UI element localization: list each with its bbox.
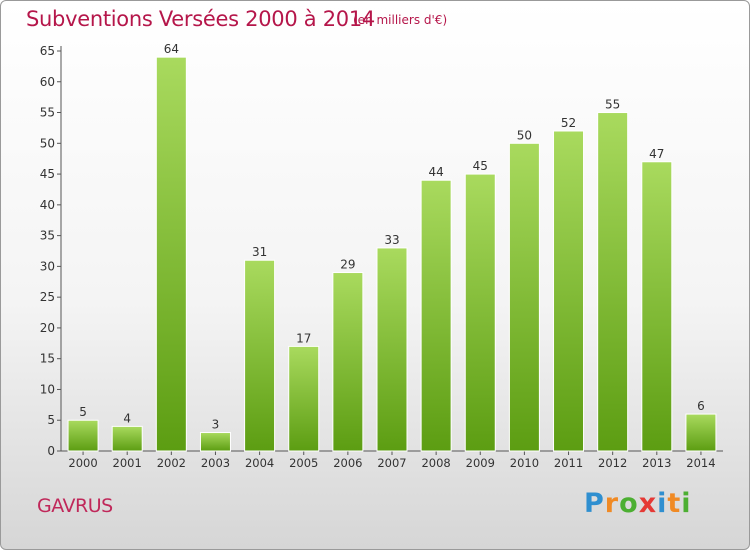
commune-name: GAVRUS bbox=[37, 495, 113, 517]
y-tick-label: 65 bbox=[40, 44, 55, 58]
logo-letter: P bbox=[584, 488, 605, 519]
y-tick-label: 30 bbox=[40, 259, 55, 273]
y-tick-label: 0 bbox=[47, 444, 55, 458]
x-tick-label: 2011 bbox=[554, 456, 583, 470]
x-tick-label: 2010 bbox=[510, 456, 539, 470]
y-tick-label: 35 bbox=[40, 229, 55, 243]
bar bbox=[244, 259, 276, 452]
x-tick-label: 2003 bbox=[201, 456, 230, 470]
x-tick-label: 2006 bbox=[333, 456, 362, 470]
x-tick-label: 2008 bbox=[421, 456, 450, 470]
bar-value-label: 55 bbox=[605, 98, 620, 112]
bar-value-label: 47 bbox=[649, 147, 664, 161]
bar-value-label: 45 bbox=[473, 159, 488, 173]
logo-letter: t bbox=[667, 488, 682, 519]
bar-value-label: 50 bbox=[517, 128, 532, 142]
y-tick-label: 10 bbox=[40, 382, 55, 396]
x-tick-label: 2000 bbox=[68, 456, 97, 470]
bar-value-label: 6 bbox=[697, 399, 705, 413]
bar bbox=[67, 419, 99, 452]
x-tick-label: 2005 bbox=[289, 456, 318, 470]
bar bbox=[553, 130, 585, 452]
logo-letter: r bbox=[604, 488, 620, 519]
logo-letter: i bbox=[681, 488, 692, 519]
bar bbox=[641, 161, 673, 452]
logo-letter: x bbox=[638, 488, 658, 519]
bar-value-label: 4 bbox=[123, 411, 131, 425]
bar-value-label: 52 bbox=[561, 116, 576, 130]
bar bbox=[288, 345, 320, 452]
x-tick-label: 2007 bbox=[377, 456, 406, 470]
bar bbox=[508, 142, 540, 452]
bar-value-label: 33 bbox=[384, 233, 399, 247]
logo-letter: o bbox=[619, 488, 639, 519]
y-tick-label: 15 bbox=[40, 352, 55, 366]
y-tick-label: 45 bbox=[40, 167, 55, 181]
bar-value-label: 17 bbox=[296, 331, 311, 345]
bar bbox=[420, 179, 452, 452]
bar-value-label: 3 bbox=[212, 418, 220, 432]
bar bbox=[376, 247, 408, 452]
x-tick-label: 2002 bbox=[157, 456, 186, 470]
y-tick-label: 60 bbox=[40, 75, 55, 89]
y-tick-label: 55 bbox=[40, 106, 55, 120]
bar-value-label: 5 bbox=[79, 405, 87, 419]
bar-value-label: 64 bbox=[164, 42, 179, 56]
chart-title: Subventions Versées 2000 à 2014 bbox=[26, 7, 375, 31]
bar-value-label: 44 bbox=[428, 165, 443, 179]
bar bbox=[597, 112, 629, 452]
chart-subtitle: (en milliers d'€) bbox=[353, 13, 448, 27]
bar bbox=[111, 425, 143, 452]
bar bbox=[464, 173, 496, 452]
logo-letter: i bbox=[657, 488, 668, 519]
chart-data-labels: 5 4 64 3 31 17 29 33 44 45 50 52 55 47 6 bbox=[79, 42, 705, 431]
x-tick-label: 2001 bbox=[113, 456, 142, 470]
bar bbox=[155, 56, 187, 452]
x-tick-label: 2009 bbox=[466, 456, 495, 470]
bar-value-label: 29 bbox=[340, 258, 355, 272]
proxiti-logo: Proxiti bbox=[584, 488, 692, 519]
chart-bars bbox=[67, 56, 717, 452]
y-tick-label: 5 bbox=[47, 413, 55, 427]
y-tick-label: 40 bbox=[40, 198, 55, 212]
y-tick-label: 25 bbox=[40, 290, 55, 304]
x-tick-label: 2013 bbox=[642, 456, 671, 470]
y-tick-label: 50 bbox=[40, 136, 55, 150]
x-tick-label: 2014 bbox=[686, 456, 715, 470]
bar bbox=[685, 413, 717, 452]
x-tick-label: 2012 bbox=[598, 456, 627, 470]
y-tick-label: 20 bbox=[40, 321, 55, 335]
bar bbox=[199, 432, 231, 452]
x-tick-label: 2004 bbox=[245, 456, 274, 470]
bar bbox=[332, 272, 364, 452]
bar-value-label: 31 bbox=[252, 245, 267, 259]
